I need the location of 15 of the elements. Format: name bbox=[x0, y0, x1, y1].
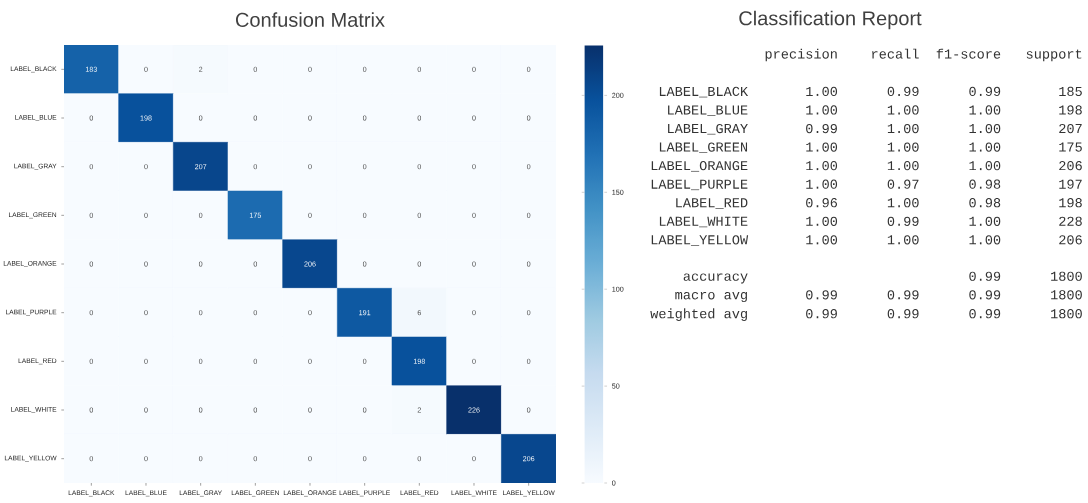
text: LABEL_RED 0.96 1.00 0.98 198 bbox=[676, 198, 1082, 209]
text: LABEL_BLUE 1.00 1.00 1.00 198 bbox=[668, 105, 1082, 116]
text: LABEL_PURPLE 1.00 0.97 0.98 197 bbox=[651, 179, 1082, 191]
text: accuracy 0.99 1800 bbox=[683, 271, 1082, 284]
text: LABEL_BLACK 1.00 0.99 0.99 185 bbox=[659, 86, 1082, 98]
text: LABEL_GREEN 1.00 1.00 1.00 175 bbox=[659, 142, 1082, 154]
text: LABEL_GRAY 0.99 1.00 1.00 207 bbox=[668, 123, 1082, 135]
text: weighted avg 0.99 0.99 0.99 1800 bbox=[650, 308, 1082, 322]
text: Classification Report bbox=[739, 10, 922, 30]
text: LABEL_ORANGE 1.00 1.00 1.00 206 bbox=[651, 161, 1082, 172]
text: LABEL_WHITE 1.00 0.99 1.00 228 bbox=[659, 216, 1082, 228]
text: precision recall f1-score support bbox=[765, 48, 1082, 62]
text: LABEL_YELLOW 1.00 1.00 1.00 206 bbox=[651, 235, 1082, 246]
text: macro avg 0.99 0.99 0.99 1800 bbox=[675, 290, 1082, 303]
chart-title: Confusion Matrix bbox=[235, 12, 385, 27]
